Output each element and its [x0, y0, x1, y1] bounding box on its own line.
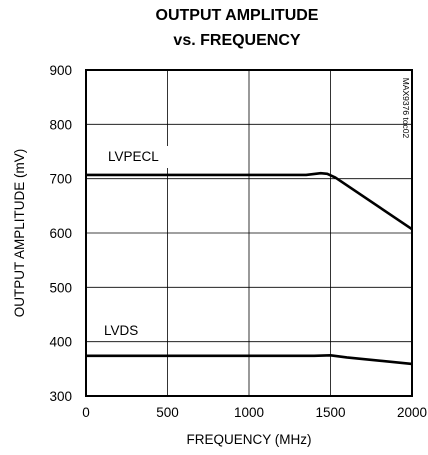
y-tick-label: 400: [49, 335, 72, 350]
y-tick-labels: 300 400 500 600 700 800 900: [49, 63, 72, 404]
series-line-lvds: [86, 354, 413, 366]
y-tick-label: 600: [49, 226, 72, 241]
x-tick-label: 2000: [397, 405, 427, 420]
y-tick-label: 900: [49, 63, 72, 78]
y-tick-label: 300: [49, 389, 72, 404]
y-tick-label: 800: [49, 117, 72, 132]
figure-code: MAX9376 toc02: [401, 78, 411, 139]
grid-layer: [86, 70, 412, 396]
x-axis-label: FREQUENCY (MHz): [186, 432, 311, 447]
series-line-lvpecl: [86, 171, 413, 231]
y-tick-label: 700: [49, 172, 72, 187]
chart-title-line-2: vs. FREQUENCY: [173, 32, 300, 49]
series-label-lvpecl: LVPECL: [108, 149, 159, 164]
lvpecl-label-background: [101, 146, 171, 168]
plot-frame: [85, 69, 413, 397]
series-layer: [86, 171, 413, 366]
series-label-lvds: LVDS: [104, 323, 138, 338]
y-tick-label: 500: [49, 280, 72, 295]
x-tick-label: 0: [82, 405, 90, 420]
chart-title-line-1: OUTPUT AMPLITUDE: [156, 7, 319, 24]
y-axis-label: OUTPUT AMPLITUDE (mV): [12, 149, 27, 318]
x-tick-labels: 0 500 1000 1500 2000: [82, 405, 427, 420]
x-tick-label: 1000: [234, 405, 264, 420]
lvds-label-background: [98, 319, 153, 341]
x-tick-label: 500: [156, 405, 179, 420]
x-tick-label: 1500: [315, 405, 345, 420]
